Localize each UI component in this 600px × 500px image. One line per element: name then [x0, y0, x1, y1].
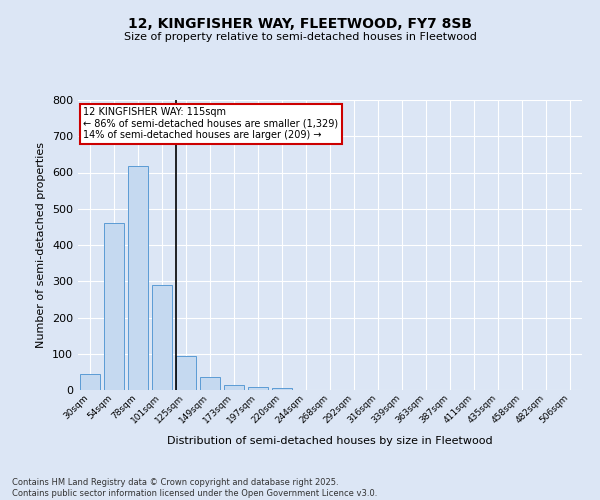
Text: 12, KINGFISHER WAY, FLEETWOOD, FY7 8SB: 12, KINGFISHER WAY, FLEETWOOD, FY7 8SB — [128, 18, 472, 32]
Bar — [128, 166, 148, 390]
X-axis label: Distribution of semi-detached houses by size in Fleetwood: Distribution of semi-detached houses by … — [167, 436, 493, 446]
Bar — [104, 223, 124, 390]
Text: Contains HM Land Registry data © Crown copyright and database right 2025.
Contai: Contains HM Land Registry data © Crown c… — [12, 478, 377, 498]
Bar — [200, 378, 220, 390]
Bar — [224, 385, 244, 390]
Bar — [248, 387, 268, 390]
Bar — [80, 374, 100, 390]
Y-axis label: Number of semi-detached properties: Number of semi-detached properties — [37, 142, 46, 348]
Text: Size of property relative to semi-detached houses in Fleetwood: Size of property relative to semi-detach… — [124, 32, 476, 42]
Bar — [176, 356, 196, 390]
Text: 12 KINGFISHER WAY: 115sqm
← 86% of semi-detached houses are smaller (1,329)
14% : 12 KINGFISHER WAY: 115sqm ← 86% of semi-… — [83, 108, 338, 140]
Bar — [272, 388, 292, 390]
Bar — [152, 285, 172, 390]
